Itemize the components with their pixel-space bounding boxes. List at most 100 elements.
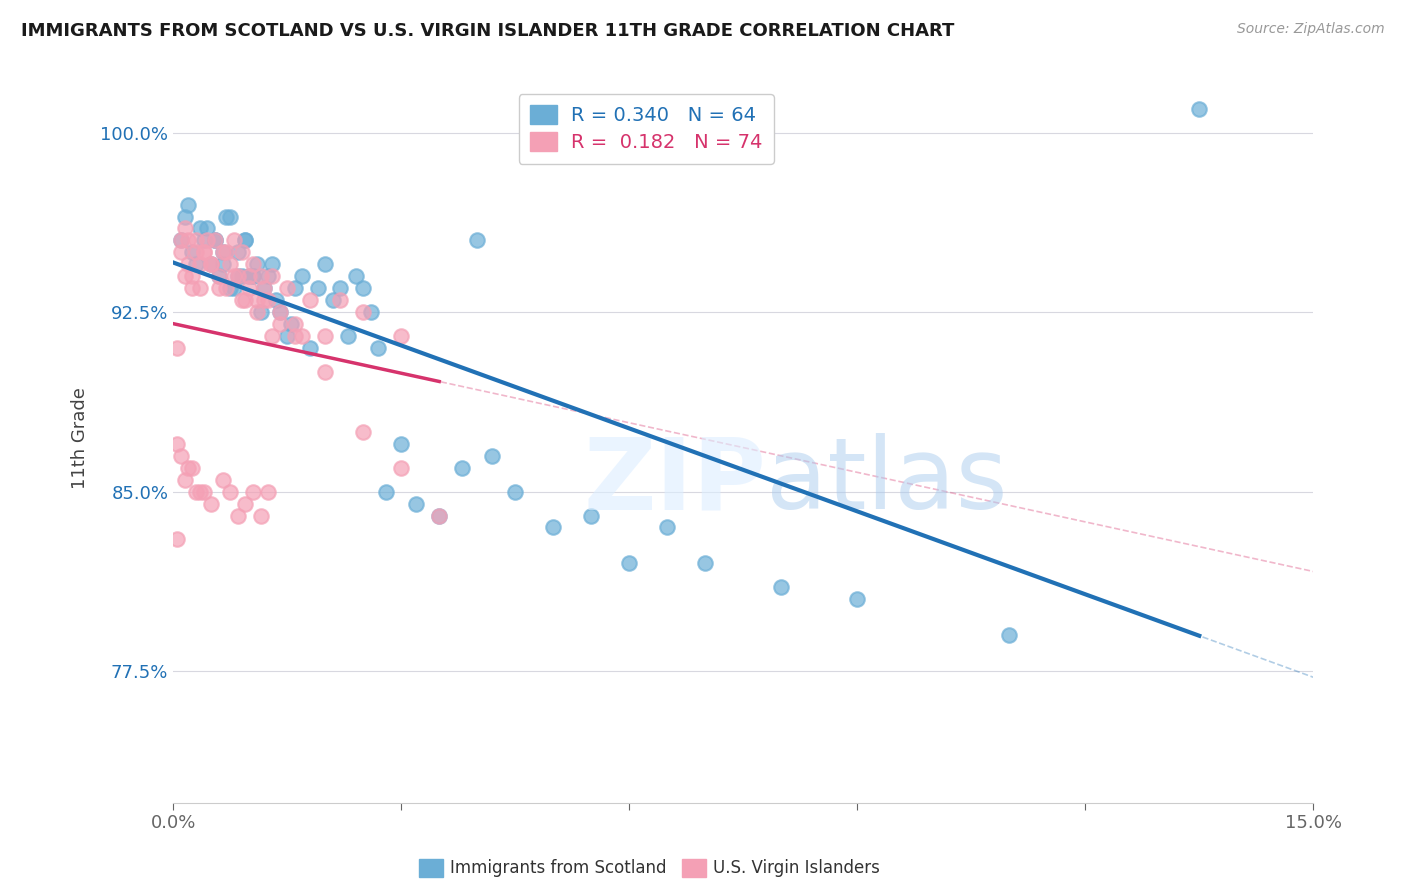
Point — [188, 221, 211, 235]
Point — [269, 305, 291, 319]
Point — [284, 329, 307, 343]
Point — [307, 281, 329, 295]
Point — [249, 269, 271, 284]
Legend: R = 0.340   N = 64, R =  0.182   N = 74: R = 0.340 N = 64, R = 0.182 N = 74 — [519, 94, 775, 163]
Point — [367, 341, 389, 355]
Point — [193, 245, 215, 260]
Point — [257, 293, 280, 308]
Point — [238, 281, 260, 295]
Point — [284, 317, 307, 331]
Point — [226, 269, 249, 284]
Point — [222, 269, 245, 284]
Point — [260, 257, 283, 271]
Point — [360, 305, 382, 319]
Point — [188, 257, 211, 271]
Point — [269, 317, 291, 331]
Point — [998, 628, 1021, 642]
Point — [427, 508, 450, 523]
Point — [184, 245, 207, 260]
Point — [235, 234, 257, 248]
Point — [242, 484, 264, 499]
Point — [226, 245, 249, 260]
Point — [276, 281, 298, 295]
Point — [581, 508, 603, 523]
Point — [219, 257, 242, 271]
Point — [226, 269, 249, 284]
Point — [197, 234, 219, 248]
Point — [242, 269, 264, 284]
Point — [1188, 102, 1211, 116]
Point — [166, 436, 188, 450]
Point — [314, 257, 336, 271]
Point — [427, 508, 450, 523]
Point — [219, 484, 242, 499]
Point — [235, 497, 257, 511]
Point — [200, 497, 222, 511]
Text: IMMIGRANTS FROM SCOTLAND VS U.S. VIRGIN ISLANDER 11TH GRADE CORRELATION CHART: IMMIGRANTS FROM SCOTLAND VS U.S. VIRGIN … — [21, 22, 955, 40]
Point — [375, 484, 398, 499]
Point — [269, 305, 291, 319]
Point — [253, 281, 276, 295]
Point — [204, 234, 226, 248]
Point — [619, 557, 641, 571]
Point — [200, 257, 222, 271]
Point — [405, 497, 427, 511]
Point — [329, 293, 352, 308]
Point — [352, 281, 374, 295]
Point — [253, 281, 276, 295]
Point — [291, 269, 314, 284]
Point — [193, 245, 215, 260]
Point — [389, 329, 412, 343]
Point — [770, 580, 793, 594]
Point — [166, 533, 188, 547]
Point — [314, 329, 336, 343]
Point — [249, 508, 271, 523]
Point — [337, 329, 360, 343]
Point — [352, 305, 374, 319]
Point — [249, 305, 271, 319]
Point — [193, 484, 215, 499]
Point — [257, 269, 280, 284]
Point — [284, 281, 307, 295]
Point — [170, 449, 193, 463]
Point — [314, 365, 336, 379]
Point — [211, 257, 233, 271]
Point — [181, 269, 204, 284]
Text: atlas: atlas — [766, 433, 1008, 530]
Point — [200, 257, 222, 271]
Point — [177, 197, 200, 211]
Point — [173, 221, 195, 235]
Point — [181, 281, 204, 295]
Point — [215, 210, 238, 224]
Point — [181, 460, 204, 475]
Point — [238, 269, 260, 284]
Point — [238, 269, 260, 284]
Point — [280, 317, 302, 331]
Point — [465, 234, 488, 248]
Point — [352, 425, 374, 439]
Point — [291, 329, 314, 343]
Point — [298, 341, 321, 355]
Point — [211, 245, 233, 260]
Point — [226, 508, 249, 523]
Point — [170, 245, 193, 260]
Point — [389, 436, 412, 450]
Point — [257, 484, 280, 499]
Point — [197, 221, 219, 235]
Point — [170, 234, 193, 248]
Point — [253, 293, 276, 308]
Point — [657, 520, 679, 534]
Text: U.S. Virgin Islanders: U.S. Virgin Islanders — [713, 859, 880, 877]
Point — [242, 257, 264, 271]
Point — [200, 257, 222, 271]
Point — [260, 329, 283, 343]
Point — [166, 341, 188, 355]
Point — [204, 234, 226, 248]
Point — [170, 234, 193, 248]
Point — [695, 557, 717, 571]
Text: Source: ZipAtlas.com: Source: ZipAtlas.com — [1237, 22, 1385, 37]
Point — [208, 269, 231, 284]
Point — [322, 293, 344, 308]
Point — [235, 293, 257, 308]
Point — [246, 257, 269, 271]
